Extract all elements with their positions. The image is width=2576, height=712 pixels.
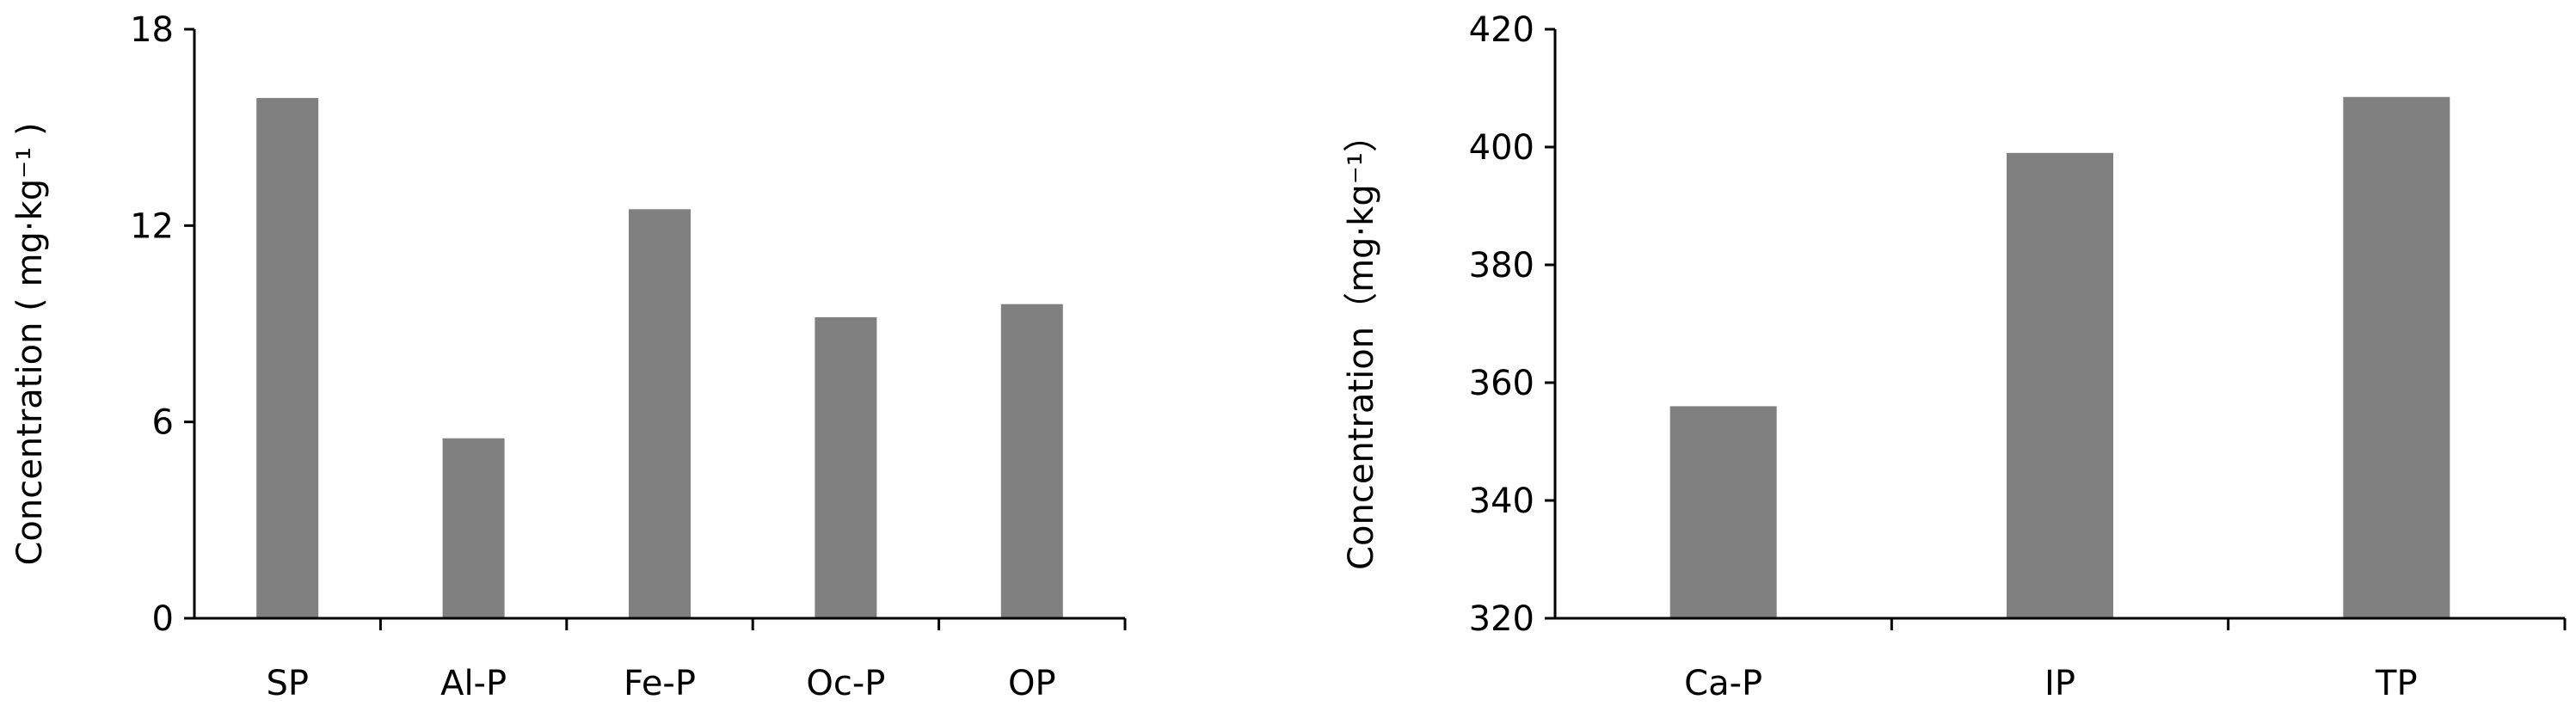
bar bbox=[815, 316, 877, 618]
y-tick-label: 12 bbox=[130, 206, 174, 246]
chart-right: Concentration（mg·kg⁻¹） 320 340 360 380 400 42… bbox=[1342, 10, 2567, 703]
x-tick-label: SP bbox=[266, 664, 309, 703]
x-tick-label: Ca-P bbox=[1684, 664, 1762, 703]
y-tick-label: 18 bbox=[130, 10, 174, 50]
y-tick-label: 420 bbox=[1469, 10, 1534, 50]
y-axis-title-left: Concentration ( mg·kg⁻¹ ) bbox=[10, 122, 50, 565]
x-tick-label: Oc-P bbox=[806, 664, 885, 703]
x-tick-label: OP bbox=[1008, 664, 1056, 703]
bar bbox=[2007, 152, 2113, 619]
x-tick-label: Fe-P bbox=[624, 664, 696, 703]
x-tick-label: Al-P bbox=[440, 664, 507, 703]
bar bbox=[2343, 96, 2450, 618]
y-tick-label: 320 bbox=[1469, 599, 1534, 639]
y-tick-label: 6 bbox=[152, 403, 174, 443]
bar bbox=[1000, 304, 1063, 618]
y-axis-title-right: Concentration（mg·kg⁻¹） bbox=[1342, 118, 1381, 570]
y-tick-label: 360 bbox=[1469, 364, 1534, 403]
y-tick-label: 0 bbox=[152, 599, 174, 639]
y-tick-label: 400 bbox=[1469, 128, 1534, 168]
chart-left: Concentration ( mg·kg⁻¹ ) 0 6 12 18 SP Al-P Fe… bbox=[10, 10, 1127, 703]
x-tick-label: TP bbox=[2375, 664, 2418, 703]
bar bbox=[629, 209, 691, 619]
y-tick-label: 380 bbox=[1469, 246, 1534, 285]
bar bbox=[1669, 406, 1777, 618]
bar bbox=[256, 97, 319, 618]
bar bbox=[442, 438, 505, 618]
x-tick-label: IP bbox=[2044, 664, 2075, 703]
y-tick-label: 340 bbox=[1469, 482, 1534, 521]
